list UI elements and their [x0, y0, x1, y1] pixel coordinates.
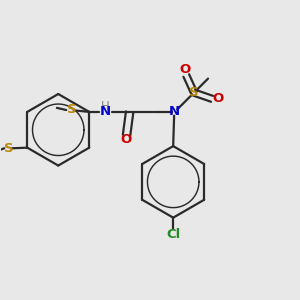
Text: N: N [100, 105, 111, 119]
Text: S: S [189, 86, 199, 99]
Text: H: H [101, 100, 110, 113]
Text: S: S [67, 103, 76, 116]
Text: O: O [212, 92, 223, 105]
Text: Cl: Cl [166, 228, 180, 241]
Text: S: S [4, 142, 14, 155]
Text: O: O [179, 63, 190, 76]
Text: N: N [169, 105, 180, 119]
Text: O: O [120, 134, 131, 146]
